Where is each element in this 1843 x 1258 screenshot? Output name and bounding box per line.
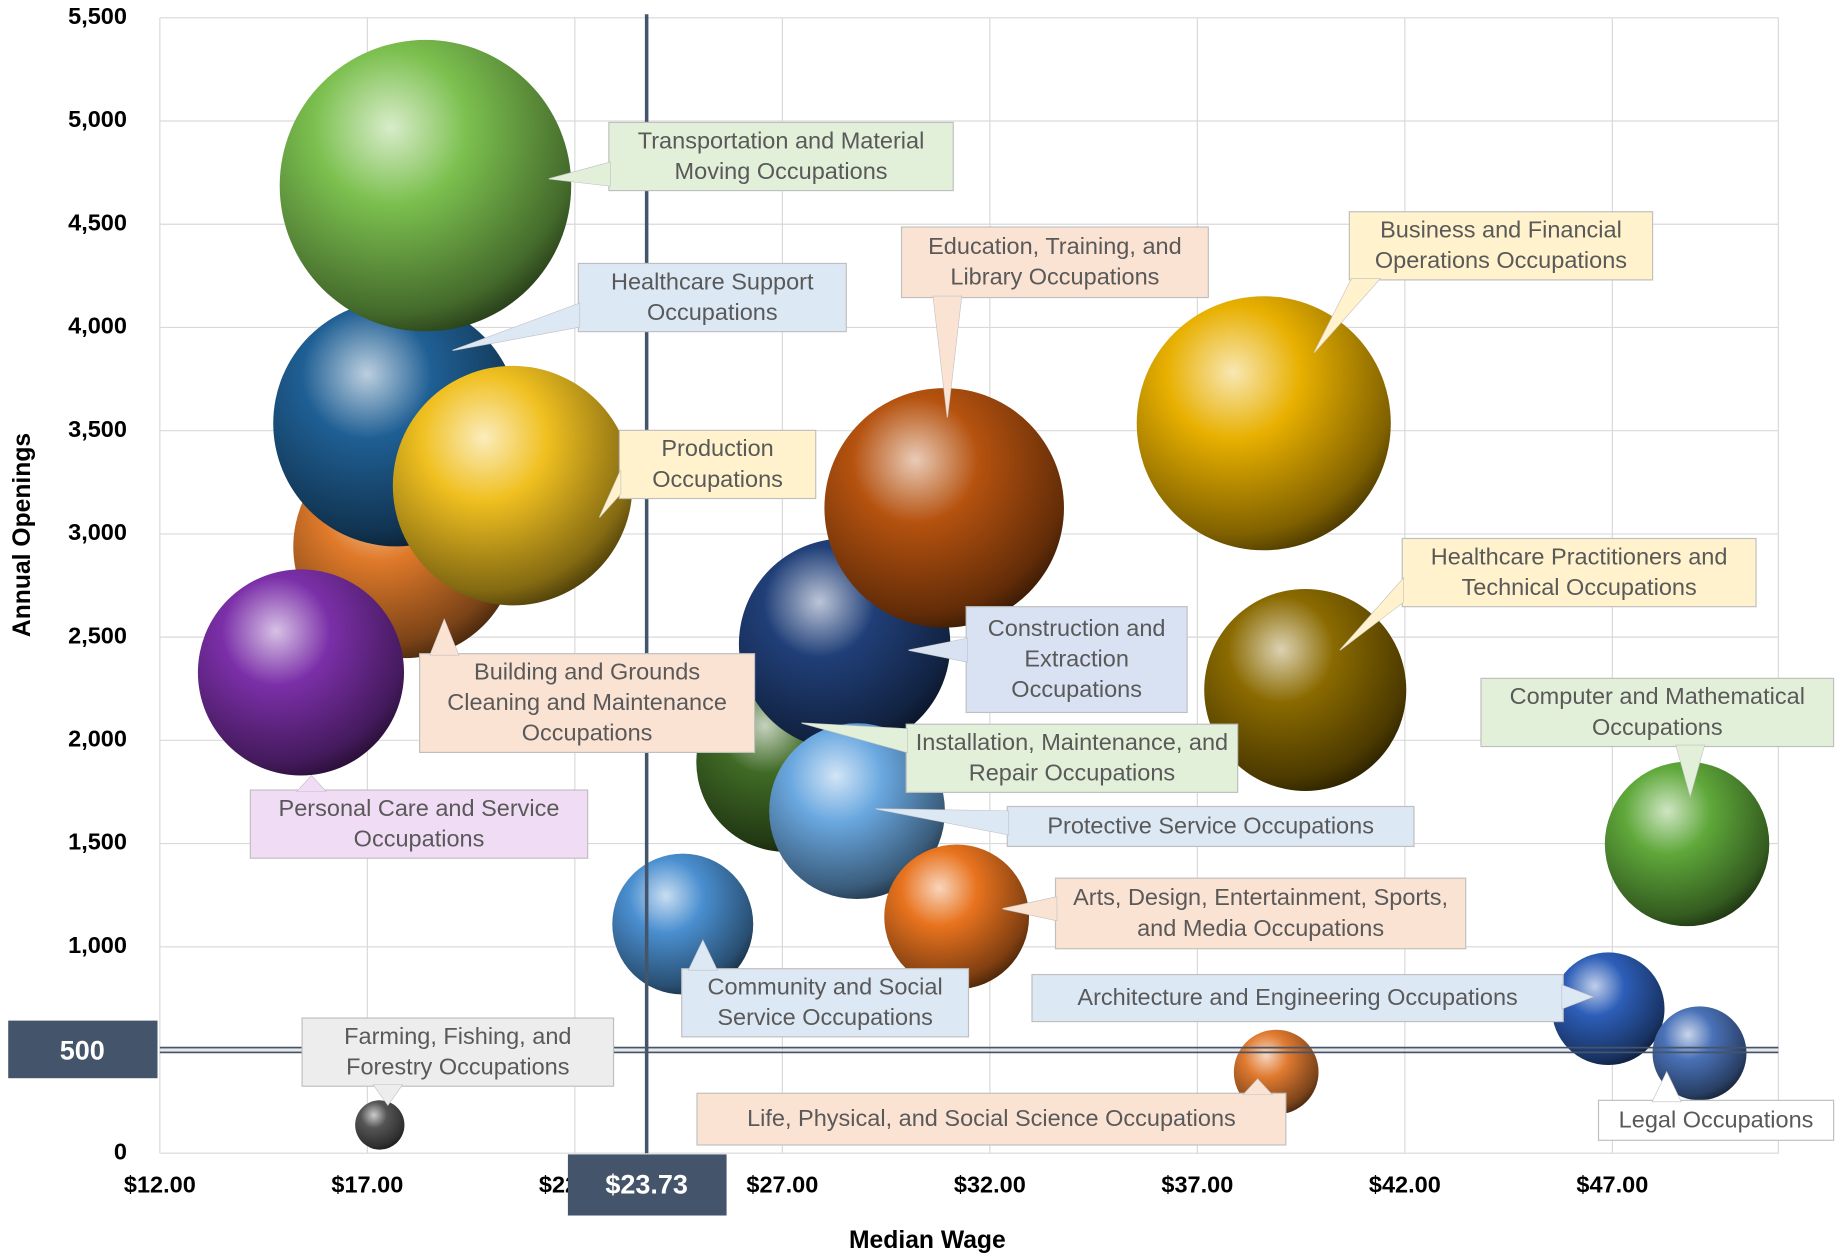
callout-pointer-cover xyxy=(688,940,717,970)
x-axis-title: Median Wage xyxy=(849,1227,1006,1254)
bubble-label: Farming, Fishing, and Forestry Occupatio… xyxy=(344,1023,572,1081)
callout-pointer-cover xyxy=(1339,578,1404,651)
y-tick-label: 5,500 xyxy=(68,3,127,29)
callout-box xyxy=(965,606,1188,714)
callout-box xyxy=(681,968,970,1038)
x-tick-label: $42.00 xyxy=(1369,1171,1441,1197)
callout-pointer-cover xyxy=(801,723,908,753)
bubble-label: Architecture and Engineering Occupations xyxy=(1077,985,1518,1011)
bubble-label: Business and Financial Operations Occupa… xyxy=(1374,217,1628,275)
y-tick-label: 4,500 xyxy=(68,209,127,235)
bubble-label: Construction and Extraction Occupations xyxy=(987,616,1166,704)
bubble-label: Installation, Maintenance, and Repair Oc… xyxy=(915,730,1229,787)
callout-pointer-cover xyxy=(297,775,326,792)
callout-box xyxy=(608,121,954,192)
reference-label: $23.73 xyxy=(605,1169,688,1199)
bubble-label: Healthcare Support Occupations xyxy=(610,269,814,326)
bubble xyxy=(769,723,945,900)
callout-pointer-cover xyxy=(1562,985,1593,1009)
bubble-label: Life, Physical, and Social Science Occup… xyxy=(747,1106,1236,1133)
y-tick-label: 2,000 xyxy=(68,726,127,752)
y-tick-label: 2,500 xyxy=(68,622,127,648)
x-tick-label: $17.00 xyxy=(331,1171,403,1197)
reference-label-box xyxy=(8,1020,158,1079)
reference-label: 500 xyxy=(60,1035,105,1065)
bubble xyxy=(1204,588,1407,792)
bubble xyxy=(392,365,633,606)
x-tick-label: $27.00 xyxy=(746,1171,818,1197)
reference-label-box xyxy=(567,1154,727,1216)
bubble-label: Building and Grounds Cleaning and Mainte… xyxy=(447,659,727,747)
callout-pointer-cover xyxy=(1314,278,1380,353)
bubble-label: Legal Occupations xyxy=(1618,1107,1814,1134)
callout-pointer-cover xyxy=(430,619,459,655)
x-tick-label: $12.00 xyxy=(124,1171,196,1197)
callout-pointer-cover xyxy=(908,638,968,662)
bubble-label: Protective Service Occupations xyxy=(1047,813,1374,840)
x-tick-label: $47.00 xyxy=(1576,1171,1648,1197)
bubble xyxy=(279,39,572,332)
bubble xyxy=(824,388,1064,628)
y-axis-title: Annual Openings xyxy=(9,433,36,637)
callout-box xyxy=(1054,877,1467,950)
callout-box xyxy=(696,1092,1287,1146)
y-tick-label: 1,000 xyxy=(68,932,127,958)
callout-pointer-cover xyxy=(1002,896,1057,921)
bubble-label: Arts, Design, Entertainment, Sports, and… xyxy=(1073,885,1449,942)
callout-box xyxy=(577,262,847,333)
bubble-label: Computer and Mathematical Occupations xyxy=(1509,684,1805,741)
bubble-label: Transportation and Material Moving Occup… xyxy=(637,128,925,185)
callout-box xyxy=(419,653,756,754)
callout-box xyxy=(1597,1099,1835,1141)
callout-pointer-cover xyxy=(933,296,962,418)
callout-box xyxy=(301,1017,615,1087)
bubble-label: Education, Training, and Library Occupat… xyxy=(928,234,1182,291)
bubble-label: Community and Social Service Occupations xyxy=(707,974,943,1031)
y-tick-label: 1,500 xyxy=(68,829,127,855)
callout-pointer-cover xyxy=(1676,745,1705,796)
callout-pointer-cover xyxy=(875,808,1009,835)
y-tick-label: 5,000 xyxy=(68,106,127,132)
bubble xyxy=(884,844,1030,990)
callout-box xyxy=(249,789,589,859)
callout-pointer-cover xyxy=(1243,1079,1272,1095)
callout-box xyxy=(1006,805,1415,848)
callout-box xyxy=(1401,537,1757,608)
bubble xyxy=(1652,1006,1747,1101)
callout-box xyxy=(1348,211,1654,281)
callout-box xyxy=(905,723,1239,793)
bubble xyxy=(355,1100,405,1150)
bubble xyxy=(1136,296,1391,551)
bubble xyxy=(1551,952,1665,1066)
bubble-label: Production Occupations xyxy=(652,436,783,493)
y-tick-label: 4,000 xyxy=(68,313,127,339)
callout-box xyxy=(618,429,817,500)
y-tick-label: 3,500 xyxy=(68,416,127,442)
bubble-label: Healthcare Practitioners and Technical O… xyxy=(1430,544,1728,601)
callout-pointer-cover xyxy=(548,162,611,186)
bubble-label: Personal Care and Service Occupations xyxy=(278,795,560,853)
callout-pointer-cover xyxy=(1652,1072,1681,1102)
y-tick-label: 3,000 xyxy=(68,519,127,545)
x-tick-label: $32.00 xyxy=(954,1171,1026,1197)
callout-box xyxy=(1031,973,1564,1023)
bubble xyxy=(1604,761,1770,927)
y-tick-label: 0 xyxy=(114,1138,127,1164)
callout-pointer-cover xyxy=(373,1085,402,1106)
x-tick-label: $37.00 xyxy=(1161,1171,1233,1197)
callout-box xyxy=(900,226,1209,299)
callout-box xyxy=(1480,677,1835,748)
bubble xyxy=(197,569,405,776)
